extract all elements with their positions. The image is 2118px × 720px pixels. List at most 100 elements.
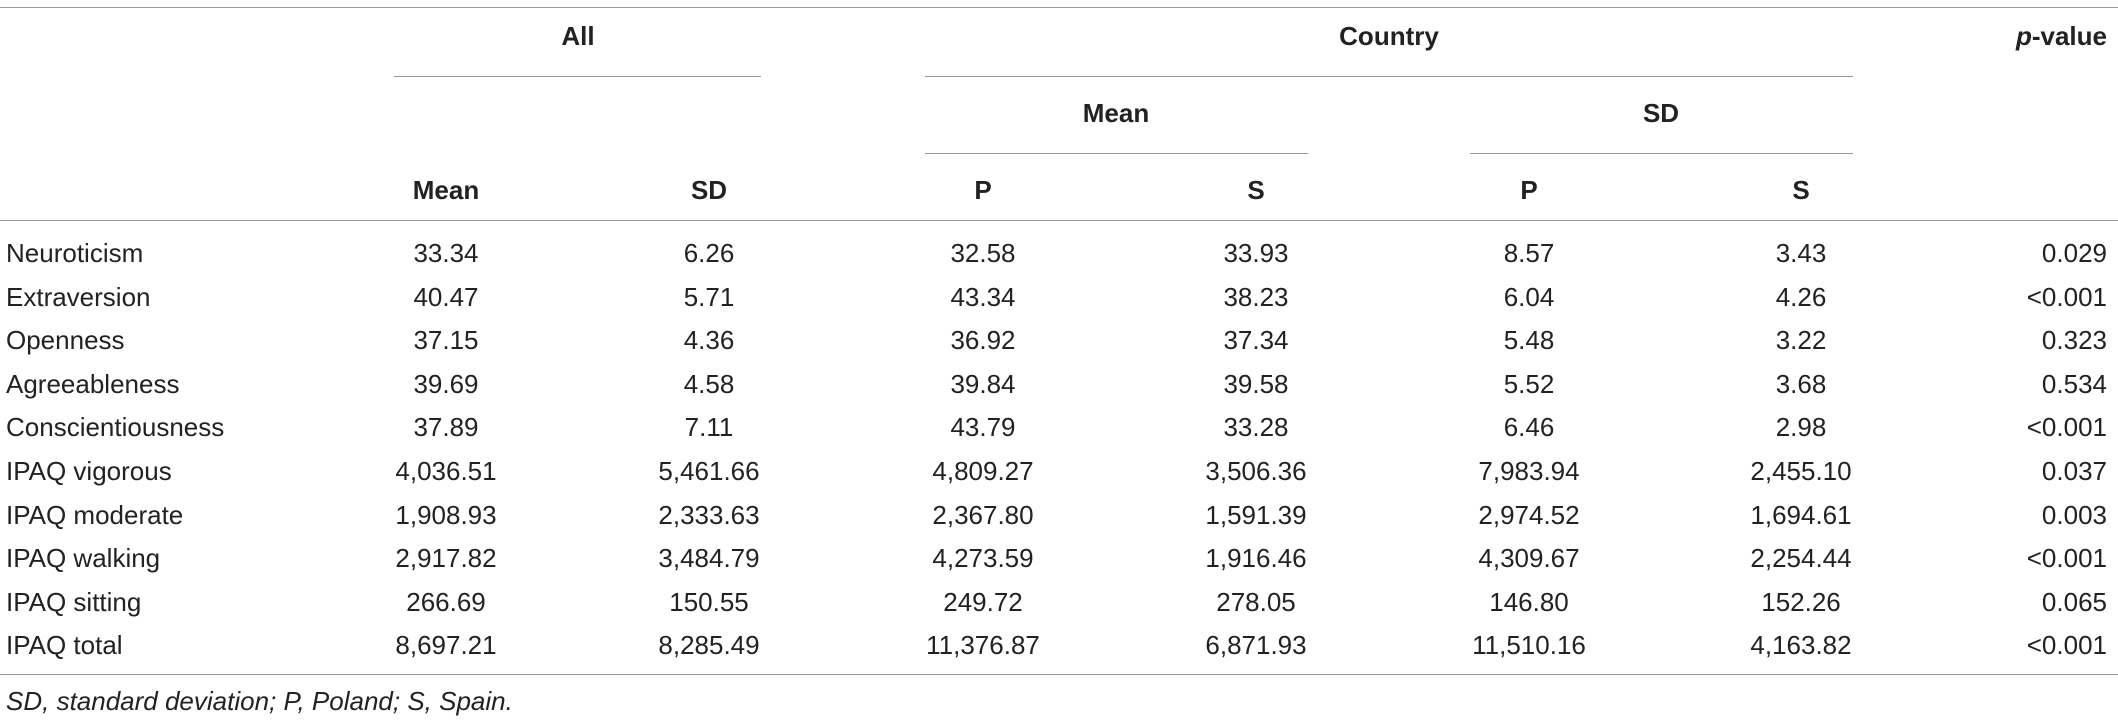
- row-label: IPAQ total: [6, 630, 123, 661]
- cell: 146.80: [1489, 586, 1569, 617]
- footnote: SD, standard deviation; P, Poland; S, Sp…: [6, 686, 513, 716]
- p-value: <0.001: [2026, 543, 2107, 574]
- cell: 43.34: [950, 281, 1016, 312]
- cell: 2.98: [1775, 412, 1827, 443]
- p-value: <0.001: [2026, 412, 2107, 443]
- header-all: All: [561, 21, 595, 51]
- cell: 3,506.36: [1205, 456, 1307, 486]
- pvalue-rest: -value: [2031, 21, 2107, 51]
- cell: 36.92: [950, 325, 1016, 356]
- cell: 266.69: [406, 586, 486, 617]
- cell: 1,591.39: [1205, 499, 1307, 530]
- cell: 33.93: [1223, 238, 1289, 268]
- cell: 4,309.67: [1478, 543, 1580, 574]
- cell: 5,461.66: [658, 456, 760, 486]
- cell: 4,273.59: [932, 543, 1034, 574]
- row-label: Neuroticism: [6, 238, 144, 268]
- cell: 2,974.52: [1478, 499, 1580, 530]
- column-header: S: [1792, 175, 1810, 205]
- row-label: IPAQ vigorous: [6, 456, 172, 486]
- column-header: P: [1520, 175, 1538, 205]
- cell: 3.22: [1775, 325, 1827, 356]
- all-rule: [394, 76, 761, 77]
- p-value: 0.323: [2041, 325, 2107, 356]
- cell: 5.52: [1503, 368, 1555, 399]
- cell: 8,285.49: [658, 630, 760, 661]
- column-header: Mean: [412, 175, 480, 205]
- cell: 4.58: [683, 368, 735, 399]
- cell: 7.11: [684, 412, 734, 443]
- cell: 2,254.44: [1750, 543, 1852, 574]
- cell: 32.58: [950, 238, 1016, 268]
- cell: 6,871.93: [1205, 630, 1307, 661]
- cell: 6.26: [683, 238, 735, 268]
- header-rule: [0, 220, 2118, 221]
- cell: 8,697.21: [395, 630, 497, 661]
- cell: 3.68: [1775, 368, 1827, 399]
- cell: 4.36: [683, 325, 735, 356]
- row-label: Agreeableness: [6, 368, 180, 399]
- cell: 1,916.46: [1205, 543, 1307, 574]
- cell: 150.55: [669, 586, 749, 617]
- bottom-rule: [0, 674, 2118, 675]
- p-value: 0.003: [2041, 499, 2107, 530]
- row-label: IPAQ walking: [6, 543, 161, 574]
- p-value: 0.065: [2041, 586, 2107, 617]
- cell: 152.26: [1761, 586, 1841, 617]
- column-header: P: [974, 175, 992, 205]
- p-value: <0.001: [2026, 281, 2107, 312]
- cell: 2,333.63: [658, 499, 760, 530]
- cell: 2,367.80: [932, 499, 1034, 530]
- cell: 1,694.61: [1750, 499, 1852, 530]
- p-value: 0.037: [2041, 456, 2107, 486]
- column-header: SD: [690, 175, 728, 205]
- cell: 3.43: [1775, 238, 1827, 268]
- cell: 4,036.51: [395, 456, 497, 486]
- top-rule: [0, 7, 2118, 8]
- row-label: IPAQ sitting: [6, 586, 142, 617]
- column-header: S: [1247, 175, 1265, 205]
- cell: 4.26: [1775, 281, 1827, 312]
- cell: 8.57: [1503, 238, 1555, 268]
- header-country: Country: [1339, 21, 1439, 51]
- cell: 1,908.93: [395, 499, 497, 530]
- cell: 7,983.94: [1478, 456, 1580, 486]
- cell: 4,809.27: [932, 456, 1034, 486]
- cell: 37.15: [413, 325, 479, 356]
- cell: 5.48: [1503, 325, 1555, 356]
- header-country-mean: Mean: [1082, 98, 1150, 128]
- cell: 5.71: [683, 281, 735, 312]
- cell: 43.79: [950, 412, 1016, 443]
- cell: 38.23: [1223, 281, 1289, 312]
- cell: 37.89: [413, 412, 479, 443]
- cell: 33.28: [1223, 412, 1289, 443]
- row-label: Conscientiousness: [6, 412, 225, 443]
- pvalue-italic: p: [2015, 21, 2032, 51]
- cell: 278.05: [1216, 586, 1296, 617]
- cell: 6.04: [1503, 281, 1555, 312]
- cell: 3,484.79: [658, 543, 760, 574]
- p-value: 0.534: [2041, 368, 2107, 399]
- row-label: Extraversion: [6, 281, 151, 312]
- cell: 40.47: [413, 281, 479, 312]
- cell: 6.46: [1503, 412, 1555, 443]
- row-label: IPAQ moderate: [6, 499, 184, 530]
- cell: 39.58: [1223, 368, 1289, 399]
- mean-rule: [925, 153, 1308, 154]
- header-country-sd: SD: [1642, 98, 1680, 128]
- cell: 2,455.10: [1750, 456, 1852, 486]
- cell: 11,510.16: [1472, 630, 1586, 661]
- cell: 11,376.87: [926, 630, 1040, 661]
- cell: 39.84: [950, 368, 1016, 399]
- row-label: Openness: [6, 325, 125, 356]
- cell: 249.72: [943, 586, 1023, 617]
- p-value: <0.001: [2026, 630, 2107, 661]
- header-pvalue: p-value: [2016, 19, 2107, 53]
- cell: 37.34: [1223, 325, 1289, 356]
- cell: 4,163.82: [1750, 630, 1852, 661]
- sd-rule: [1470, 153, 1853, 154]
- p-value: 0.029: [2041, 238, 2107, 268]
- cell: 39.69: [413, 368, 479, 399]
- cell: 33.34: [413, 238, 479, 268]
